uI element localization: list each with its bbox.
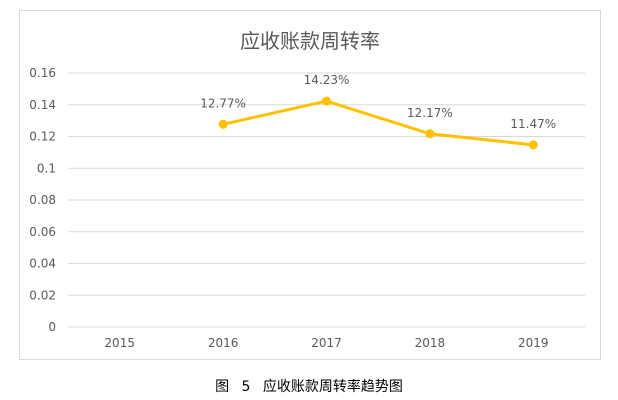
y-tick-label: 0.04 bbox=[29, 257, 56, 271]
data-point bbox=[322, 96, 331, 106]
gridlines bbox=[68, 72, 585, 328]
series-line bbox=[221, 99, 535, 147]
data-point bbox=[425, 129, 435, 139]
chart-title: 应收账款周转率 bbox=[240, 29, 380, 53]
data-labels: 12.77% 14.23% 12.17% 11.47% bbox=[200, 73, 556, 131]
caption-figure-number: 5 bbox=[241, 379, 251, 395]
y-tick-label: 0.14 bbox=[29, 98, 56, 112]
x-tick-label: 2017 bbox=[311, 336, 342, 350]
data-label: 14.23% bbox=[304, 73, 350, 87]
chart-frame: 应收账款周转率 bbox=[19, 10, 601, 360]
x-axis-ticks: 2015 2016 2017 2018 2019 bbox=[104, 336, 548, 350]
data-label: 12.77% bbox=[200, 96, 246, 110]
series bbox=[218, 96, 538, 150]
y-tick-label: 0.12 bbox=[29, 130, 56, 144]
y-tick-label: 0.16 bbox=[29, 66, 56, 80]
caption-text: 应收账款周转率趋势图 bbox=[262, 379, 403, 395]
data-point bbox=[528, 140, 538, 150]
x-tick-label: 2018 bbox=[415, 336, 446, 350]
y-tick-label: 0.1 bbox=[37, 161, 56, 175]
x-tick-label: 2016 bbox=[208, 336, 239, 350]
y-tick-label: 0.08 bbox=[29, 193, 56, 207]
data-label: 11.47% bbox=[510, 117, 556, 131]
x-tick-label: 2015 bbox=[104, 336, 135, 350]
y-tick-label: 0.06 bbox=[29, 225, 56, 239]
figure-caption: 图 5 应收账款周转率趋势图 bbox=[0, 376, 618, 396]
data-label: 12.17% bbox=[407, 106, 453, 120]
y-tick-label: 0 bbox=[48, 320, 56, 334]
caption-figure-label: 图 bbox=[215, 379, 230, 395]
x-tick-label: 2019 bbox=[518, 336, 549, 350]
y-tick-label: 0.02 bbox=[29, 288, 56, 302]
y-axis-ticks: 0 0.02 0.04 0.06 0.08 0.1 0.12 0.14 0.16 bbox=[29, 66, 56, 334]
data-point bbox=[218, 119, 228, 129]
